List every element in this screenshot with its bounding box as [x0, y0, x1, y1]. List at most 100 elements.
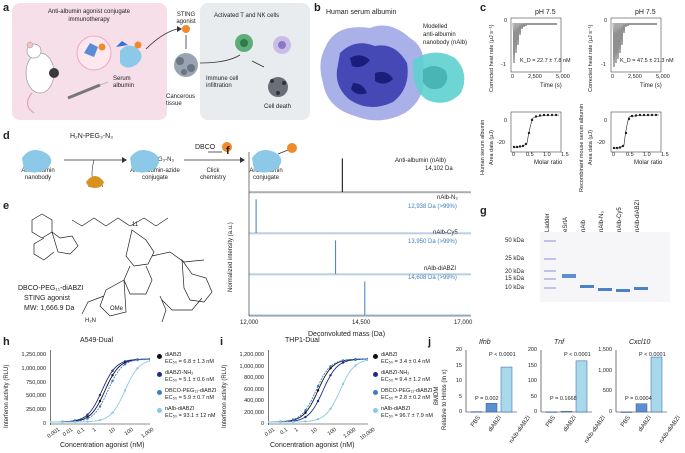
- j-xlabel: PBS: [470, 415, 482, 429]
- j-title-0: Ifnb: [479, 339, 491, 346]
- panel-label-d: d: [3, 130, 10, 142]
- panel-c-mr-0-a: 0: [512, 152, 516, 158]
- h-legend-ec: EC₅₀ = 5.1 ± 0.6 nM: [165, 377, 214, 383]
- h-ytick: 500,000: [26, 393, 46, 400]
- j-xlabel: diABZI: [487, 415, 503, 434]
- panel-c-xlab-time-1: Time (s): [540, 83, 562, 89]
- panel-i-ylab: Interferon activity (RLU): [222, 364, 228, 428]
- i-xtick: 1: [293, 427, 300, 434]
- j-xlabel: PBS: [620, 415, 632, 429]
- j-title-2: Cxcl10: [629, 339, 651, 346]
- panel-h-ylab: Interferon activity (RLU): [4, 364, 10, 428]
- panel-label-a: a: [3, 2, 10, 14]
- i-ytick: 800,000: [244, 375, 264, 381]
- panel-f-chart: [248, 152, 471, 317]
- i-curve-2: [268, 358, 368, 423]
- h-xtick: 10: [107, 427, 117, 436]
- panel-g-mw-10: 10 kDa: [505, 285, 525, 291]
- panel-f-xlab: Deconvoluted mass (Da): [308, 331, 386, 338]
- panel-label-e: e: [3, 200, 10, 212]
- h-point: [123, 360, 127, 363]
- h-xtick: 0.01: [61, 427, 74, 439]
- h-xtick: 0.001: [46, 427, 62, 440]
- itc-thermogram-1: [510, 17, 562, 73]
- panel-c-ph-2: pH 7.5: [635, 9, 656, 16]
- h-point: [111, 369, 114, 372]
- j-bar-1-0: [545, 411, 558, 413]
- i-ytick: 600,000: [244, 386, 264, 393]
- panel-e-chemical-structure: [31, 213, 213, 323]
- panel-f-xtick-2: 14,500: [352, 320, 371, 326]
- h-ytick: 250,000: [26, 407, 46, 414]
- panel-c-tick-5000-b: 5,000: [656, 74, 670, 80]
- j-xlabel: PBS: [545, 415, 557, 429]
- j-ytick: 0: [533, 409, 537, 415]
- panel-c-ytick-bot0-b: 0: [604, 118, 608, 124]
- panel-j-bmdm: BMDM: [434, 386, 440, 405]
- i-point: [291, 420, 295, 424]
- j-ytick: 1,500: [598, 347, 612, 353]
- panel-d-azide-label: Anti-albumin-azide conjugate: [130, 168, 180, 181]
- j-ytick: 15: [455, 362, 462, 369]
- panel-i-xlab: Concentration agonist (nM): [270, 442, 355, 449]
- panel-c-mr-05-a: 0.5: [526, 152, 534, 158]
- panel-f-trace-mass-3: 14,608 Da (>99%): [408, 275, 457, 281]
- i-legend-name: nAlb-diABZI: [381, 406, 411, 412]
- panel-b-nanobody-line1: Modelled: [423, 24, 448, 30]
- panel-f-xtick-3: 17,000: [454, 320, 473, 326]
- h-point: [98, 419, 102, 422]
- h-point: [98, 399, 102, 403]
- j-ytick: 200: [527, 347, 537, 353]
- i-xtick: 0.1: [279, 427, 289, 437]
- panel-c-ph-1: pH 7.5: [535, 9, 556, 16]
- h-point: [111, 379, 114, 383]
- tumor-illustration: [174, 53, 198, 77]
- panel-b-hsa-label: Human serum albumin: [326, 9, 397, 16]
- j-bar-2-1: [635, 403, 648, 413]
- j-xlabel: diABZI: [637, 415, 653, 434]
- panel-c-tick-2500-b: 2,500: [628, 74, 642, 80]
- i-point: [268, 420, 270, 424]
- h-point: [86, 420, 89, 423]
- j-ytick: 10: [455, 378, 462, 384]
- h-curve-3: [50, 360, 150, 423]
- band-esrta: [562, 274, 576, 278]
- panel-e-compound-name: DBCO-PEG₁₁-diABZI: [18, 285, 84, 292]
- h-legend-swatch: [157, 372, 162, 377]
- i-point: [304, 420, 307, 423]
- panel-g-lane-ladder: Ladder: [545, 213, 551, 232]
- panel-e-ome: OMe: [110, 306, 124, 312]
- panel-d-scheme: [22, 142, 297, 188]
- h-ytick: 0: [42, 421, 46, 427]
- i-legend-ec: EC₅₀ = 3.4 ± 0.4 nM: [381, 359, 430, 365]
- i-point: [316, 384, 320, 388]
- h-ytick: 1,000,000: [21, 365, 46, 372]
- panel-d-click: Click chemistry: [200, 168, 226, 181]
- band-nalb-n3: [598, 288, 612, 291]
- panel-f-xtick-1: 12,000: [240, 320, 259, 326]
- panel-h-chart: [50, 350, 150, 425]
- panel-c-xlab-mr-2: Molar ratio: [634, 160, 663, 166]
- panel-a-sting-label: STING agonist: [176, 12, 196, 25]
- panel-f-trace-mass-2: 13,950 Da (>99%): [408, 239, 457, 245]
- ladder-bands: [544, 240, 556, 289]
- panel-g-lane-esrta: eSrtA: [563, 216, 569, 232]
- j-xlabel: nAlb-diABZI: [508, 415, 532, 445]
- i-xtick: 100: [326, 427, 338, 438]
- panel-label-c: c: [480, 2, 487, 14]
- j-xlabel: nAlb-diABZI: [658, 415, 682, 445]
- i-legend-swatch: [373, 372, 378, 377]
- i-ytick: 1,000,000: [239, 363, 264, 370]
- panel-c-tick-2500-a: 2,500: [528, 74, 542, 80]
- panel-a-infiltration: Immune cell infiltration: [206, 76, 239, 89]
- mouse-illustration: [25, 41, 59, 114]
- h-xtick: 1: [91, 427, 98, 434]
- panel-e-agonist: STING agonist: [24, 295, 70, 302]
- i-point: [291, 418, 295, 421]
- panel-a-tissue: Cancerous tissue: [166, 94, 196, 107]
- j-bar-0-0: [470, 411, 483, 413]
- panel-label-g: g: [480, 205, 487, 217]
- panel-c-ytick-m1-a: -1: [501, 62, 506, 68]
- band-nalb-diabzi: [634, 287, 648, 290]
- panel-e-n11: 11: [132, 222, 139, 228]
